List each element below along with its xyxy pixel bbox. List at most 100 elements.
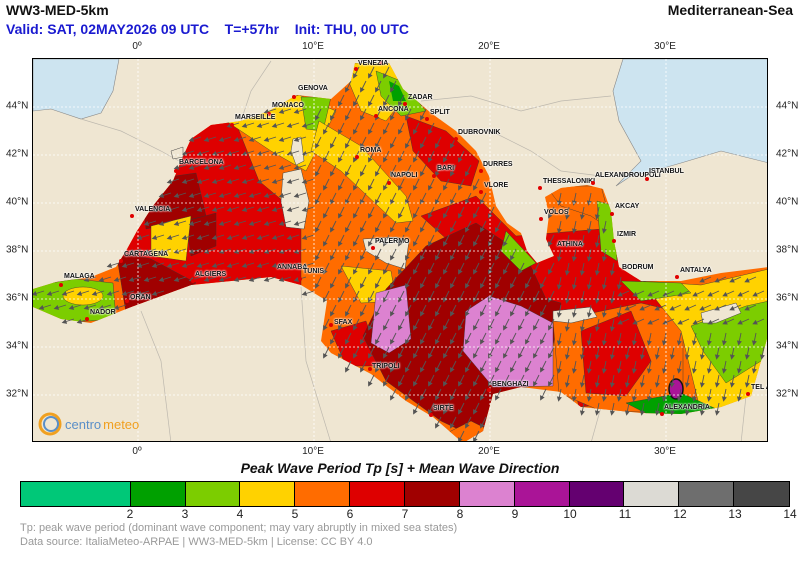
colorbar-tick-label: 12	[673, 507, 687, 521]
arrow-head-icon	[301, 235, 308, 240]
arrow-head-icon	[330, 227, 335, 233]
arrow-head-icon	[639, 305, 645, 311]
city-label: BARI	[437, 165, 455, 172]
arrow-head-icon	[323, 241, 328, 247]
arrow-head-icon	[646, 368, 652, 374]
arrow-head-icon	[443, 241, 448, 247]
arrow-head-icon	[413, 157, 418, 163]
city-marker	[298, 277, 302, 281]
lon-label-bottom: 20°E	[478, 446, 500, 457]
arrow-head-icon	[495, 227, 500, 233]
arrow-head-icon	[203, 165, 210, 170]
arrow-head-icon	[53, 305, 60, 310]
arrow-head-icon	[752, 291, 758, 297]
city-marker	[174, 169, 178, 173]
arrow-head-icon	[435, 283, 440, 289]
arrow-head-icon	[151, 291, 158, 296]
arrow-head-icon	[624, 305, 630, 311]
arrow-head-icon	[226, 207, 233, 212]
lat-label: 34°N	[6, 340, 29, 352]
arrow-head-icon	[495, 339, 500, 345]
lat-label: 36°N	[6, 292, 29, 304]
colorbar-tick-label: 6	[346, 507, 354, 521]
city-label: ORAN	[130, 294, 151, 301]
city-marker	[371, 246, 375, 250]
arrow-head-icon	[556, 368, 562, 374]
arrow-head-icon	[121, 291, 128, 296]
arrow-head-icon	[345, 367, 350, 373]
arrow-head-icon	[669, 410, 675, 416]
arrow-head-icon	[330, 199, 335, 205]
arrow-head-icon	[729, 354, 735, 360]
arrow-head-icon	[166, 235, 173, 240]
arrow-head-icon	[699, 410, 705, 416]
arrow-head-icon	[473, 325, 478, 331]
arrow-head-icon	[345, 115, 350, 121]
arrow-head-icon	[151, 263, 158, 268]
arrow-head-icon	[428, 381, 433, 387]
colorbar	[20, 481, 790, 507]
arrow-head-icon	[428, 129, 433, 135]
city-label: DURRES	[483, 161, 513, 168]
arrow-head-icon	[647, 291, 653, 297]
city-marker	[85, 317, 89, 321]
arrow-head-icon	[278, 165, 285, 170]
city-marker	[355, 155, 359, 159]
city-label: TEL AVIV	[751, 384, 767, 391]
arrow-head-icon	[751, 340, 757, 346]
arrow-head-icon	[435, 423, 440, 429]
arrow-head-icon	[360, 283, 365, 289]
arrow-head-icon	[495, 367, 500, 373]
city-marker	[487, 388, 491, 392]
city-label: MALAGA	[64, 273, 95, 280]
arrow-head-icon	[428, 185, 433, 191]
arrow-head-icon	[211, 235, 218, 240]
arrow-head-icon	[293, 193, 300, 198]
lon-label-top: 30°E	[654, 41, 676, 52]
arrow-head-icon	[398, 101, 403, 107]
arrow-head-icon	[158, 277, 165, 282]
lat-label: 32°N	[776, 388, 799, 400]
arrow-head-icon	[677, 291, 683, 297]
arrow-head-icon	[458, 157, 463, 163]
city-label: TUNIS	[303, 268, 324, 275]
arrow-head-icon	[188, 221, 195, 226]
arrow-head-icon	[654, 354, 660, 360]
arrow-head-icon	[345, 143, 350, 149]
arrow-head-icon	[368, 157, 373, 163]
init-time: Init: THU, 00 UTC	[294, 21, 410, 37]
arrow-head-icon	[639, 410, 645, 416]
arrow-head-icon	[173, 277, 180, 282]
arrow-head-icon	[473, 241, 478, 247]
logo-text: meteo	[103, 416, 140, 432]
arrow-head-icon	[360, 171, 365, 177]
arrow-head-icon	[601, 312, 607, 318]
arrow-head-icon	[736, 368, 742, 374]
city-label: ROMA	[360, 147, 382, 154]
arrow-head-icon	[533, 325, 538, 331]
colorbar-tick-label: 13	[728, 507, 742, 521]
arrow-head-icon	[458, 325, 463, 331]
arrow-head-icon	[684, 382, 690, 388]
arrow-head-icon	[345, 339, 350, 345]
arrow-head-icon	[413, 381, 418, 387]
arrow-head-icon	[248, 165, 255, 170]
arrow-head-icon	[706, 368, 712, 374]
arrow-head-icon	[271, 263, 278, 268]
arrow-head-icon	[241, 263, 248, 268]
arrow-head-icon	[241, 207, 248, 212]
arrow-head-icon	[323, 269, 328, 275]
arrow-head-icon	[106, 291, 113, 296]
arrow-head-icon	[495, 255, 500, 261]
city-label: ALEXANDROUPOLI	[595, 172, 661, 179]
arrow-head-icon	[458, 185, 463, 191]
arrow-head-icon	[211, 207, 218, 212]
arrow-head-icon	[495, 395, 500, 401]
arrow-head-icon	[398, 381, 403, 387]
arrow-head-icon	[450, 227, 455, 233]
arrow-head-icon	[556, 340, 562, 346]
arrow-head-icon	[413, 129, 418, 135]
arrow-head-icon	[435, 339, 440, 345]
arrow-head-icon	[443, 325, 448, 331]
arrow-head-icon	[338, 241, 343, 247]
